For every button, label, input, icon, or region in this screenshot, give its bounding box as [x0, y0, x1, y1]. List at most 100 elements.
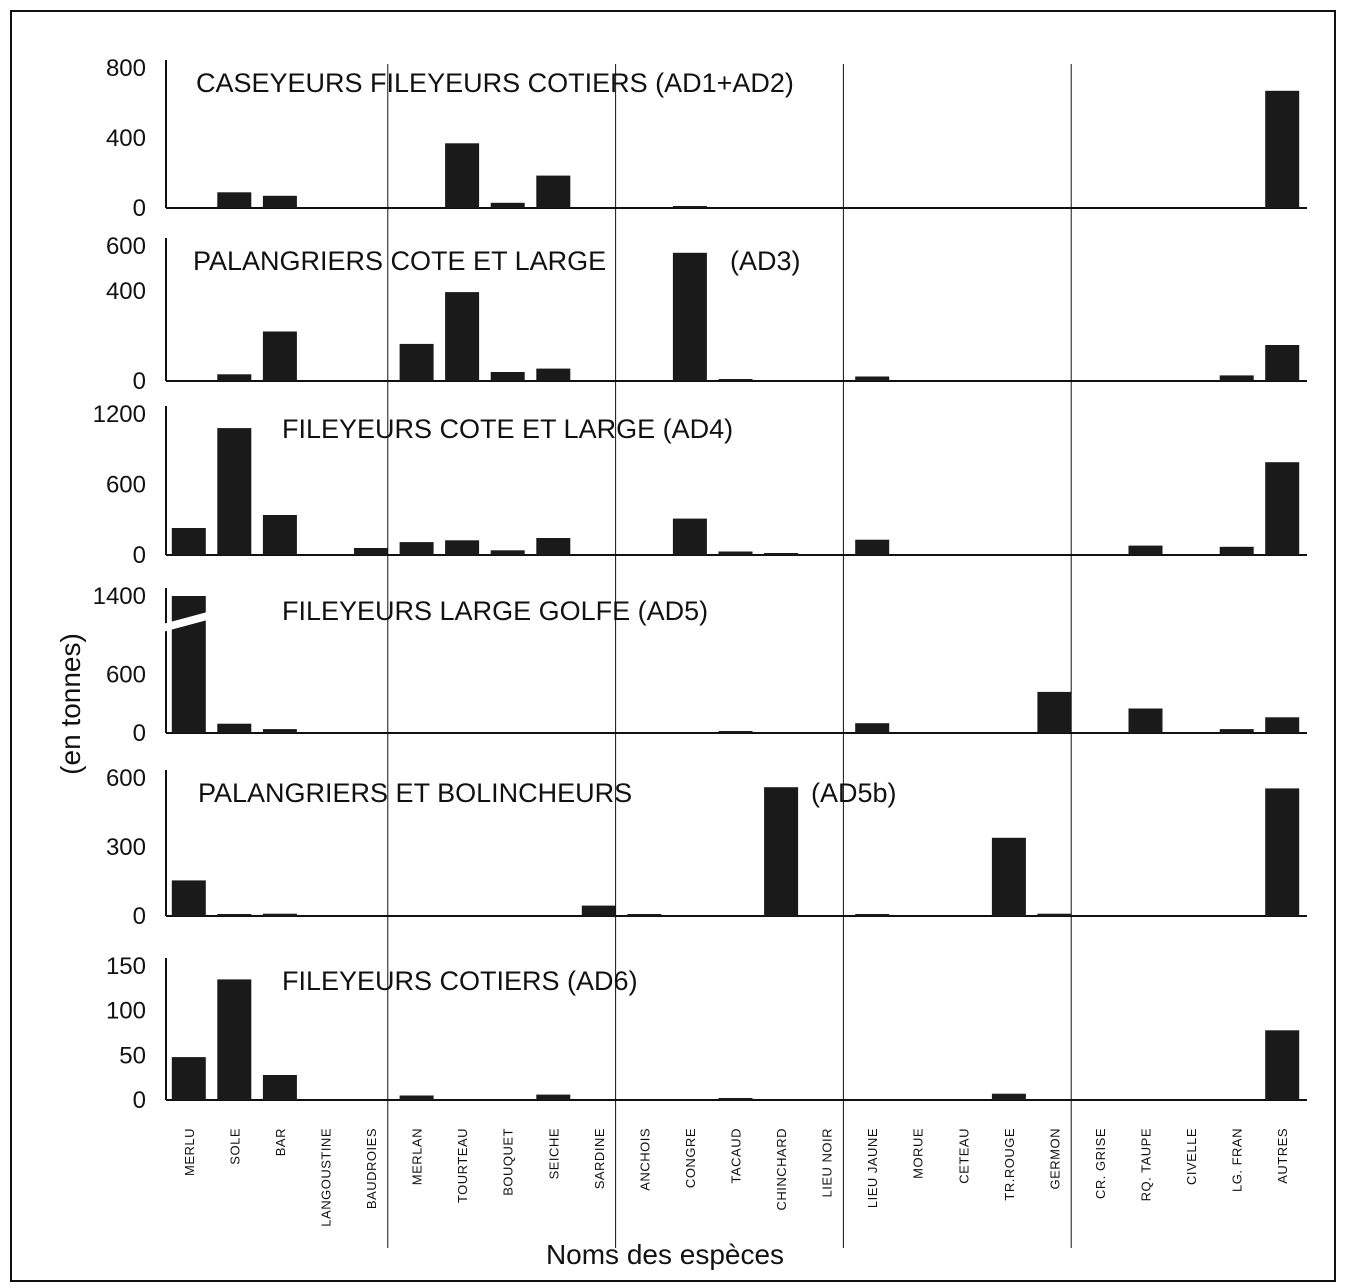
bar-merlu [171, 528, 206, 555]
bar-tr-rouge [991, 837, 1026, 916]
panel-4: 1400 600 0 FILEYEURS LARGE GOLFE (AD5) [93, 583, 1307, 747]
y-axis-label: (en tonnes) [55, 633, 86, 775]
bar-rq-taupe [1128, 545, 1163, 555]
category-label: LG. FRAN [1230, 1128, 1245, 1192]
category-label: ANCHOIS [637, 1128, 652, 1191]
y-tick-label: 600 [106, 661, 146, 688]
category-label: LANGOUSTINE [319, 1128, 334, 1227]
bar-lieu-jaune [855, 914, 890, 916]
panel-title: CASEYEURS FILEYEURS COTIERS (AD1+AD2) [196, 68, 794, 98]
category-label: TR.ROUGE [1002, 1128, 1017, 1201]
panels: 800 400 0 CASEYEURS FILEYEURS COTIERS (AD1+… [93, 55, 1307, 1114]
bar-tourteau [445, 540, 480, 555]
bar-bouquet [490, 372, 525, 381]
bar-bar [262, 1075, 297, 1100]
bar-sole [217, 979, 252, 1100]
axis-break-mark [162, 610, 215, 632]
bar-autres [1265, 717, 1300, 733]
bar-autres [1265, 788, 1300, 917]
category-label: TOURTEAU [455, 1128, 470, 1203]
category-label: CIVELLE [1184, 1128, 1199, 1185]
bar-merlan [399, 542, 434, 555]
y-tick-label: 600 [106, 472, 146, 499]
category-label: SARDINE [592, 1128, 607, 1189]
bar-bar [262, 515, 297, 555]
y-tick-label: 0 [133, 195, 146, 222]
category-label: MERLU [182, 1128, 197, 1176]
bar-seiche [536, 368, 571, 381]
bar-autres [1265, 1030, 1300, 1100]
bar-lieu-jaune [855, 376, 890, 381]
bar-anchois [627, 914, 662, 916]
bar-bar [262, 195, 297, 209]
panel-2: 600 400 0 PALANGRIERS COTE ET LARGE (AD3) [106, 233, 1307, 395]
bar-merlu [171, 1057, 206, 1100]
y-tick-label: 150 [106, 953, 146, 980]
category-label: MERLAN [410, 1128, 425, 1185]
y-tick-label: 800 [106, 55, 146, 82]
y-tick-label: 100 [106, 998, 146, 1025]
bar-lg-fran [1219, 729, 1254, 733]
bar-bar [262, 913, 297, 916]
bar-merlan [399, 343, 434, 381]
bar-lg-fran [1219, 546, 1254, 555]
bar-bar [262, 331, 297, 381]
panel-title-suffix: (AD3) [730, 246, 801, 276]
y-tick-label: 0 [133, 1087, 146, 1114]
bar-merlan [399, 1095, 434, 1100]
y-tick-label: 0 [133, 903, 146, 930]
y-tick-label: 0 [133, 542, 146, 569]
bar-tourteau [445, 143, 480, 209]
category-label: SOLE [227, 1128, 242, 1165]
bar-congre [672, 206, 707, 208]
category-label: BAR [273, 1128, 288, 1156]
bar-congre [672, 518, 707, 555]
bar-sole [217, 723, 252, 733]
chart-frame [10, 10, 1336, 1282]
bar-sole [217, 914, 252, 916]
bar-lg-fran [1219, 375, 1254, 381]
group-separators [387, 64, 1072, 1248]
category-label: CR. GRISE [1093, 1128, 1108, 1199]
bar-bouquet [490, 202, 525, 209]
bar-merlu [171, 880, 206, 917]
bar-tacaud [718, 551, 753, 555]
y-tick-label: 300 [106, 834, 146, 861]
bar-germon [1037, 691, 1072, 733]
x-axis-label: Noms des espèces [546, 1239, 784, 1270]
y-tick-label: 0 [133, 368, 146, 395]
panel-1: 800 400 0 CASEYEURS FILEYEURS COTIERS (AD1+… [106, 55, 1307, 222]
y-tick-label: 0 [133, 720, 146, 747]
bar-tacaud [718, 1098, 753, 1100]
bar-baudroies [354, 548, 388, 556]
panel-title: FILEYEURS COTE ET LARGE (AD4) [282, 414, 733, 444]
panel-3: 1200 600 0 FILEYEURS COTE ET LARGE (AD4) [93, 401, 1307, 569]
y-tick-label: 400 [106, 125, 146, 152]
panel-title: PALANGRIERS COTE ET LARGE [193, 246, 606, 276]
bar-seiche [536, 175, 571, 208]
bar-germon [1037, 913, 1072, 916]
y-tick-label: 600 [106, 765, 146, 792]
bar-lieu-jaune [855, 723, 890, 733]
category-label: CONGRE [683, 1128, 698, 1188]
bar-tourteau [445, 292, 480, 381]
bar-lieu-jaune [855, 539, 890, 555]
category-label: CETEAU [956, 1128, 971, 1184]
panel-5: 600 300 0 PALANGRIERS ET BOLINCHEURS (AD5b) [106, 765, 1307, 930]
bar-bar [262, 729, 297, 733]
category-label: SEICHE [546, 1128, 561, 1179]
y-tick-label: 600 [106, 233, 146, 260]
category-label: BOUQUET [501, 1128, 516, 1196]
panel-6: 150 100 50 0 FILEYEURS COTIERS (AD6) [106, 953, 1307, 1114]
y-tick-label: 1200 [93, 401, 146, 428]
bar-chinchard [764, 553, 799, 555]
bar-tr-rouge [991, 1093, 1026, 1100]
bar-seiche [536, 1094, 571, 1100]
bar-sardine [581, 905, 616, 916]
bar-rq-taupe [1128, 708, 1163, 733]
category-label: TACAUD [729, 1128, 744, 1183]
category-label: MORUE [911, 1128, 926, 1179]
panel-title-suffix: (AD5b) [811, 778, 897, 808]
bar-autres [1265, 462, 1300, 555]
